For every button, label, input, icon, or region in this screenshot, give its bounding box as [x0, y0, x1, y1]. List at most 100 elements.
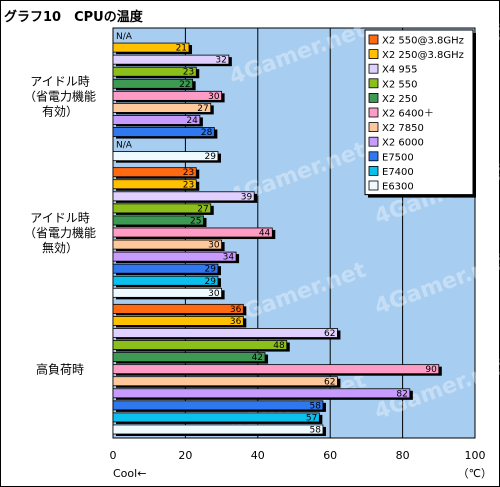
bar	[112, 127, 215, 137]
legend-swatch	[368, 107, 379, 118]
bar	[112, 42, 190, 53]
legend-swatch	[368, 151, 379, 162]
bar-value-label: 22	[179, 80, 190, 90]
bar	[112, 303, 244, 314]
group-label: （省電力機能	[24, 225, 96, 240]
legend-swatch	[368, 180, 379, 191]
x-axis-label: Cool←	[113, 467, 146, 480]
x-tick-label: 20	[178, 449, 192, 462]
group-label: （省電力機能	[24, 88, 96, 103]
chart-title: グラフ10 CPUの温度	[4, 10, 143, 25]
bar	[112, 251, 237, 262]
bar-value-label: 34	[223, 253, 235, 263]
legend-swatch	[368, 78, 379, 89]
bar-value-label: 27	[197, 104, 208, 114]
bar	[112, 328, 338, 338]
bar	[112, 352, 266, 363]
x-tick-label: 100	[465, 449, 486, 462]
legend-swatch	[368, 122, 379, 132]
group-label: 有効）	[42, 103, 78, 118]
bar	[112, 203, 212, 214]
legend-entry: E7400	[382, 167, 414, 178]
bar	[112, 78, 194, 89]
bar	[112, 287, 222, 298]
legend-entry: X2 250@3.8GHz	[382, 50, 464, 61]
bar	[112, 364, 440, 375]
bar	[112, 102, 212, 113]
bar	[112, 412, 320, 423]
bar-value-label: 23	[183, 168, 194, 178]
bar	[112, 151, 219, 162]
bar	[112, 315, 244, 326]
bar-value-label: 58	[310, 426, 322, 436]
bar-value-label: 28	[201, 128, 213, 138]
bar	[112, 227, 273, 238]
bar	[112, 179, 197, 190]
bar-value-label: 90	[425, 365, 437, 375]
group-label: 高負荷時	[36, 362, 84, 377]
x-axis-unit: （℃）	[458, 467, 492, 480]
bar-value-label: 57	[306, 413, 317, 423]
bar-value-label: 36	[230, 317, 242, 327]
bar	[112, 167, 197, 178]
bar-value-label: 30	[208, 241, 220, 251]
legend-swatch	[368, 63, 379, 74]
bar	[112, 90, 222, 101]
bar-value-label: 21	[176, 44, 187, 54]
bar-value-label: 27	[197, 204, 208, 214]
legend-entry: X2 7850	[382, 123, 424, 134]
bar	[112, 340, 288, 350]
bar	[112, 388, 411, 399]
bar	[112, 275, 219, 286]
bar-value-label: 24	[186, 116, 198, 126]
legend-entry: X2 250	[382, 94, 417, 105]
bar-value-label: 82	[396, 389, 407, 399]
legend-entry: X2 6400＋	[382, 109, 434, 120]
bar-value-label: 29	[205, 152, 217, 162]
bar-value-label: 62	[324, 329, 335, 339]
legend-swatch	[368, 34, 379, 45]
bar-value-label: 58	[310, 401, 322, 411]
group-label: アイドル時	[30, 74, 89, 88]
legend-entry: X2 550	[382, 79, 417, 90]
bar	[112, 424, 324, 435]
legend-swatch	[368, 49, 379, 59]
legend-swatch	[368, 165, 379, 176]
bar-value-label: 36	[230, 305, 242, 315]
legend-entry: E7500	[382, 152, 414, 163]
bar	[112, 66, 197, 77]
bar-value-label: 25	[190, 216, 201, 226]
legend-entry: E6300	[382, 182, 414, 193]
bar-value-label: 32	[215, 56, 226, 66]
bar	[112, 376, 338, 387]
bar	[112, 400, 324, 411]
legend-swatch	[368, 136, 379, 147]
bar-value-label: 48	[273, 341, 285, 351]
bar-value-label: 23	[183, 68, 194, 78]
bar	[112, 239, 222, 250]
legend-entry: X4 955	[382, 65, 417, 76]
bar-value-label: 62	[324, 377, 335, 387]
bar	[112, 191, 255, 202]
bar-value-label: 29	[205, 277, 217, 287]
bar	[112, 115, 201, 125]
legend-entry: X2 550@3.8GHz	[382, 36, 464, 47]
bar-value-label: 29	[205, 265, 217, 275]
bar	[112, 215, 204, 226]
bar-label-na: N/A	[116, 32, 133, 42]
bar-value-label: 30	[208, 92, 220, 102]
bar-value-label: 44	[259, 229, 271, 239]
bar-value-label: 30	[208, 289, 220, 299]
x-tick-label: 80	[396, 449, 410, 462]
x-tick-label: 40	[251, 449, 265, 462]
bar	[112, 54, 230, 65]
bar-value-label: 39	[241, 192, 253, 202]
group-label: 無効）	[42, 240, 78, 255]
legend-swatch	[368, 93, 379, 103]
bar-label-na: N/A	[116, 141, 133, 151]
legend-entry: X2 6000	[382, 138, 424, 149]
bar	[112, 263, 219, 274]
legend	[364, 29, 474, 196]
group-label: アイドル時	[30, 211, 89, 225]
